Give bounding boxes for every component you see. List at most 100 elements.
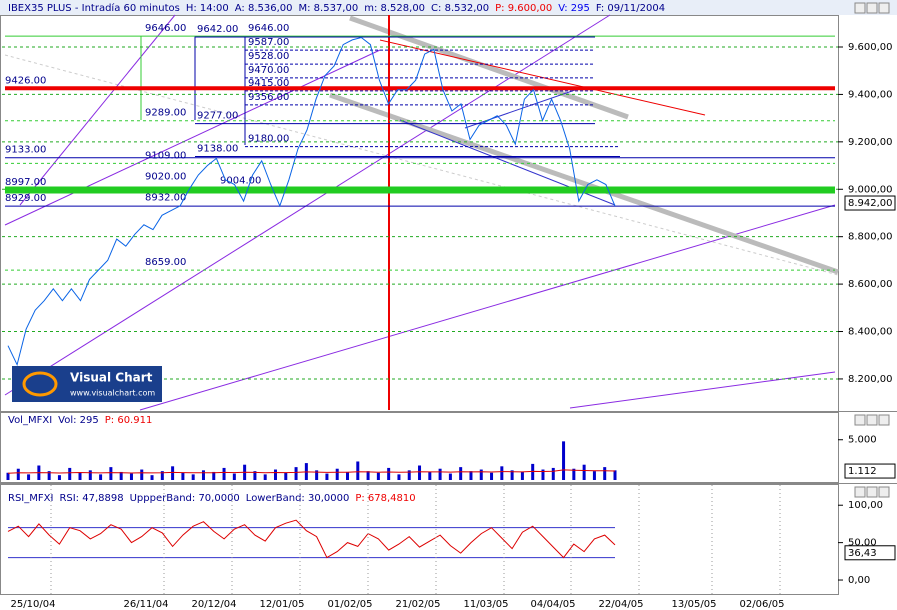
trend-line [569,371,836,409]
volume-bar [325,473,329,480]
rsi-panel [0,484,839,595]
y-tick-label: 9.000,00 [848,184,893,195]
trend-channel [349,15,629,120]
maximize-button[interactable] [866,486,878,498]
trend-line [464,89,576,129]
volume-bar [387,467,391,480]
panel-stat: LowerBand: 30,0000 [246,493,350,504]
maximize-button[interactable] [866,2,878,14]
last-value-label: 1.112 [848,466,877,477]
x-tick-label: 26/11/04 [124,599,169,610]
close-button[interactable] [878,2,890,14]
volume-bar [181,472,185,480]
volume-bar [448,473,452,480]
x-tick-label: 02/06/05 [740,599,785,610]
y-tick-label: 9.600,00 [848,42,893,53]
maximize-button[interactable] [866,414,878,426]
volume-bar [551,467,555,480]
trend-line [139,204,836,411]
panel-stat: UppperBand: 70,0000 [130,493,240,504]
y-tick-label: 8.600,00 [848,279,893,290]
volume-bar [78,472,82,480]
level-label: 9020.00 [145,172,186,183]
trend-line [19,14,176,206]
level-label: 9289.00 [145,108,186,119]
volume-bar [191,474,195,480]
volume-bar [232,473,236,480]
x-tick-label: 12/01/05 [260,599,305,610]
level-label: 9415.00 [248,78,289,89]
volume-panel [0,412,839,483]
level-label: 9426.00 [5,75,46,86]
y-tick-label: 9.200,00 [848,137,893,148]
close-button[interactable] [878,414,890,426]
header-field: m: 8.528,00 [364,3,425,14]
last-value-label: 36,43 [848,548,877,559]
window-buttons[interactable] [854,2,890,498]
last-value-label: 8.942,00 [848,198,893,209]
level-label: 9133.00 [5,145,46,156]
volume-bar [68,467,72,480]
volume-bar [490,472,494,480]
volume-bar [284,472,288,480]
volume-bar [212,471,216,480]
y-tick-label: 8.400,00 [848,327,893,338]
header-bar [0,0,897,15]
volume-bar [603,467,607,480]
header-field: IBEX35 PLUS - Intradía 60 minutos [8,2,180,14]
x-tick-label: 22/04/05 [599,599,644,610]
volume-bar [428,471,432,480]
panel-stat: P: 678,4810 [355,493,415,504]
volume-bar [459,467,463,480]
last-value-box [844,195,896,211]
level-label: 9180.00 [248,134,289,145]
header-field: H: 14:00 [186,3,229,14]
volume-bar [592,471,596,480]
volume-bar [119,471,123,480]
volume-bar [201,470,205,480]
minimize-button[interactable] [854,414,866,426]
close-button[interactable] [878,486,890,498]
volume-bar [531,463,535,480]
volume-bar [263,474,267,480]
volume-bar [109,467,113,480]
volume-bar [438,468,442,480]
trend-channel [329,92,839,275]
volume-bar [397,474,401,480]
volume-bar [376,472,380,480]
volume-bar [150,475,154,480]
volume-bar [582,464,586,480]
panel-stat: P: 60.911 [105,415,153,426]
series-line [7,519,616,559]
volume-bar [253,471,257,480]
volume-bar [129,473,133,480]
volume-bar [27,474,31,480]
y-tick-label: 9.400,00 [848,89,893,100]
volume-bar [222,467,226,480]
header-field: A: 8.536,00 [235,3,293,14]
volume-bar [171,466,175,480]
header-field: F: 09/11/2004 [596,3,665,14]
minimize-button[interactable] [854,2,866,14]
last-value-box [844,463,896,479]
volume-bar [407,470,411,480]
level-label: 9646.00 [248,23,289,34]
level-label: 9528.00 [248,51,289,62]
volume-bar [140,469,144,480]
level-label: 8929.00 [5,193,46,204]
x-tick-label: 01/02/05 [328,599,373,610]
header-field: V: 295 [558,3,590,14]
panel-title: Vol_MFXI [8,415,52,426]
logo-title: Visual Chart [70,371,153,385]
minimize-button[interactable] [854,486,866,498]
volume-bar [572,468,576,480]
level-label: 9587.00 [248,37,289,48]
volume-bar [562,441,566,480]
y-tick-label: 5.000 [848,435,877,446]
level-label: 9109.00 [145,150,186,161]
volume-bar [16,468,20,480]
panel-title: RSI_MFXI [8,493,53,504]
x-tick-label: 21/02/05 [396,599,441,610]
volume-bar [57,475,61,480]
